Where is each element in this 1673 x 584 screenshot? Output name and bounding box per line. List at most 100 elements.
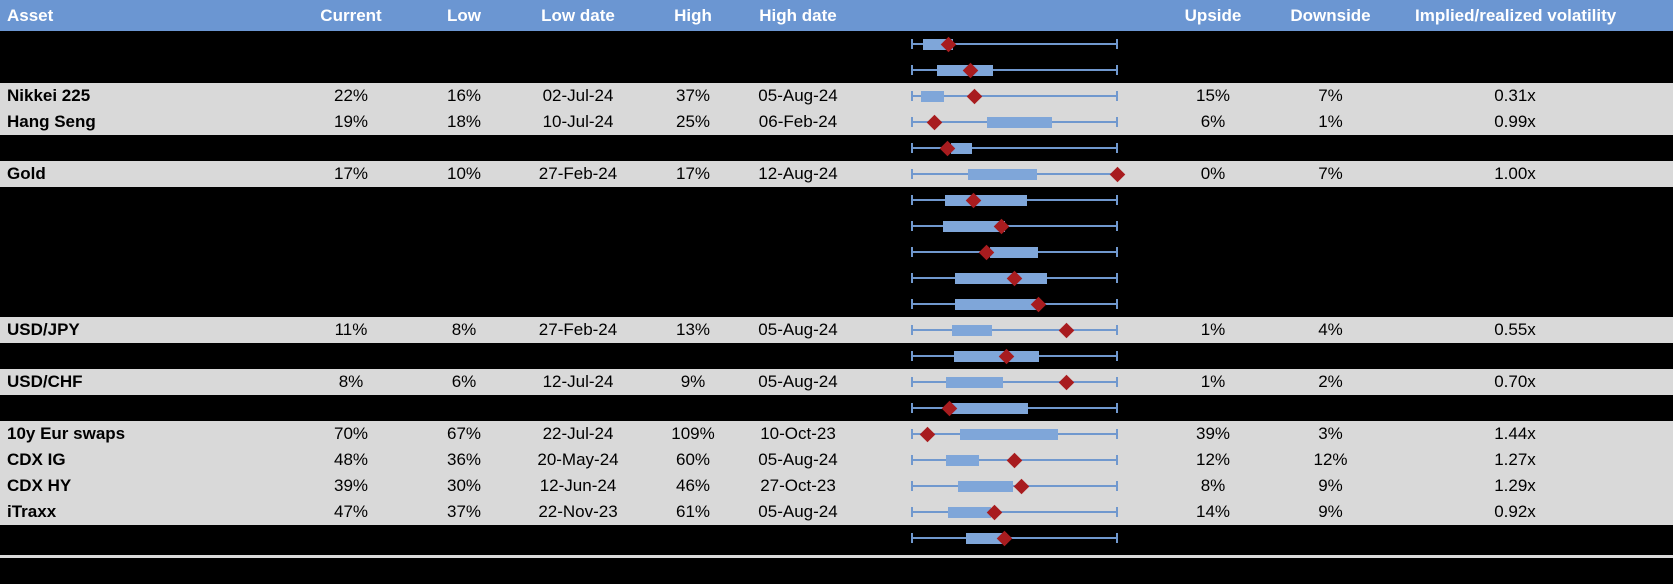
cell-asset[interactable]: iTraxx	[7, 502, 57, 521]
cell-current[interactable]: 47%	[333, 502, 369, 521]
cell-asset[interactable]: USD/CHF	[7, 372, 83, 391]
cell-asset[interactable]: Hang Seng	[7, 112, 96, 131]
header-low[interactable]: Low	[447, 5, 481, 25]
cell-high-date[interactable]: 05-Aug-24	[758, 320, 838, 339]
cell-upside[interactable]: 6%	[1200, 112, 1226, 131]
cell-upside[interactable]: 1%	[1200, 320, 1226, 339]
cell-asset[interactable]: 10y Eur swaps	[7, 424, 126, 443]
cell-high[interactable]: 25%	[675, 112, 711, 131]
cell-high[interactable]: 60%	[675, 450, 711, 469]
cell-low-date[interactable]: 20-May-24	[537, 450, 619, 469]
cell-high-date[interactable]: 05-Aug-24	[758, 372, 838, 391]
cell-high[interactable]: 46%	[675, 476, 711, 495]
cell-upside[interactable]: 39%	[1195, 424, 1231, 443]
cell-downside[interactable]: 12%	[1313, 450, 1348, 469]
header-current[interactable]: Current	[320, 5, 382, 25]
cell-current[interactable]: 19%	[333, 112, 369, 131]
cell-current[interactable]: 22%	[333, 86, 369, 105]
header-upside[interactable]: Upside	[1184, 5, 1242, 25]
cell-low[interactable]: 36%	[446, 450, 482, 469]
cell-downside[interactable]: 2%	[1318, 372, 1343, 391]
cell-low[interactable]: 67%	[446, 424, 482, 443]
cell-implied-realized-volatility[interactable]: 1.29x	[1494, 476, 1536, 495]
cell-implied-realized-volatility[interactable]: 1.27x	[1494, 450, 1536, 469]
cell-implied-realized-volatility[interactable]: 0.92x	[1494, 502, 1536, 521]
cell-implied-realized-volatility[interactable]: 0.70x	[1494, 372, 1536, 391]
cell-high-date[interactable]: 12-Aug-24	[758, 164, 838, 183]
cell-low[interactable]: 30%	[446, 476, 482, 495]
cell-low-date[interactable]: 22-Jul-24	[542, 424, 614, 443]
cell-low-date[interactable]: 02-Jul-24	[542, 86, 614, 105]
whisker-cap-left	[911, 455, 913, 465]
cell-high[interactable]: 109%	[671, 424, 715, 443]
cell-asset[interactable]: Gold	[7, 164, 46, 183]
cell-implied-realized-volatility[interactable]: 1.44x	[1494, 424, 1536, 443]
cell-current[interactable]: 39%	[333, 476, 369, 495]
cell-downside[interactable]: 9%	[1318, 476, 1343, 495]
cell-upside[interactable]: 14%	[1195, 502, 1231, 521]
whisker-cap-left	[911, 429, 913, 439]
cell-low-date[interactable]: 12-Jul-24	[542, 372, 614, 391]
cell-implied-realized-volatility[interactable]: 0.55x	[1494, 320, 1536, 339]
cell-high[interactable]: 37%	[675, 86, 711, 105]
header-high-date[interactable]: High date	[759, 5, 837, 25]
cell-current[interactable]: 17%	[333, 164, 369, 183]
cell-low[interactable]: 8%	[451, 320, 477, 339]
cell-low-date[interactable]: 10-Jul-24	[542, 112, 614, 131]
cell-upside[interactable]: 0%	[1200, 164, 1226, 183]
cell-low-date[interactable]: 27-Feb-24	[538, 164, 618, 183]
cell-upside[interactable]: 12%	[1195, 450, 1231, 469]
cell-current[interactable]: 48%	[333, 450, 369, 469]
cell-implied-realized-volatility[interactable]: 1.00x	[1494, 164, 1536, 183]
cell-implied-realized-volatility[interactable]: 0.31x	[1494, 86, 1536, 105]
current-marker-diamond	[1109, 166, 1125, 183]
cell-high-date[interactable]: 05-Aug-24	[758, 450, 838, 469]
cell-high-date[interactable]: 06-Feb-24	[758, 112, 838, 131]
cell-asset[interactable]: USD/JPY	[7, 320, 80, 339]
cell-downside[interactable]: 3%	[1318, 424, 1343, 443]
whisker-cap-left	[911, 247, 913, 257]
cell-low[interactable]: 10%	[446, 164, 482, 183]
header-asset[interactable]: Asset	[7, 5, 54, 25]
cell-high-date[interactable]: 27-Oct-23	[760, 476, 836, 495]
cell-high-date[interactable]: 05-Aug-24	[758, 502, 838, 521]
boxplot	[850, 317, 1180, 343]
cell-upside[interactable]: 1%	[1200, 372, 1226, 391]
cell-asset[interactable]: CDX IG	[7, 450, 66, 469]
header-implied-realized-volatility[interactable]: Implied/realized volatility	[1415, 5, 1617, 25]
cell-downside[interactable]: 4%	[1318, 320, 1343, 339]
cell-low-date[interactable]: 22-Nov-23	[538, 502, 618, 521]
cell-low[interactable]: 37%	[446, 502, 482, 521]
row-separator	[0, 555, 1673, 558]
cell-high[interactable]: 9%	[680, 372, 706, 391]
cell-low-date[interactable]: 27-Feb-24	[538, 320, 618, 339]
cell-upside[interactable]: 15%	[1195, 86, 1231, 105]
cell-low-date[interactable]: 12-Jun-24	[539, 476, 617, 495]
cell-downside[interactable]: 7%	[1318, 164, 1343, 183]
cell-high-date[interactable]: 05-Aug-24	[758, 86, 838, 105]
cell-low[interactable]: 6%	[451, 372, 477, 391]
cell-current[interactable]: 11%	[334, 320, 368, 339]
cell-downside[interactable]: 7%	[1318, 86, 1343, 105]
header-low-date[interactable]: Low date	[541, 5, 615, 25]
cell-high[interactable]: 17%	[675, 164, 711, 183]
whisker-cap-left	[911, 377, 913, 387]
cell-low[interactable]: 18%	[446, 112, 482, 131]
cell-current[interactable]: 8%	[338, 372, 364, 391]
header-high[interactable]: High	[674, 5, 712, 25]
cell-implied-realized-volatility[interactable]: 0.99x	[1494, 112, 1536, 131]
cell-downside[interactable]: 1%	[1318, 112, 1343, 131]
header-downside[interactable]: Downside	[1290, 5, 1371, 25]
cell-asset[interactable]: Nikkei 225	[7, 86, 91, 105]
whisker-line	[912, 381, 1117, 383]
cell-high[interactable]: 13%	[675, 320, 711, 339]
cell-low[interactable]: 16%	[446, 86, 482, 105]
table-row	[0, 57, 1673, 83]
cell-upside[interactable]: 8%	[1200, 476, 1226, 495]
cell-asset[interactable]: CDX HY	[7, 476, 72, 495]
table-row	[0, 291, 1673, 317]
cell-downside[interactable]: 9%	[1318, 502, 1343, 521]
cell-current[interactable]: 70%	[333, 424, 369, 443]
cell-high-date[interactable]: 10-Oct-23	[760, 424, 836, 443]
cell-high[interactable]: 61%	[675, 502, 711, 521]
